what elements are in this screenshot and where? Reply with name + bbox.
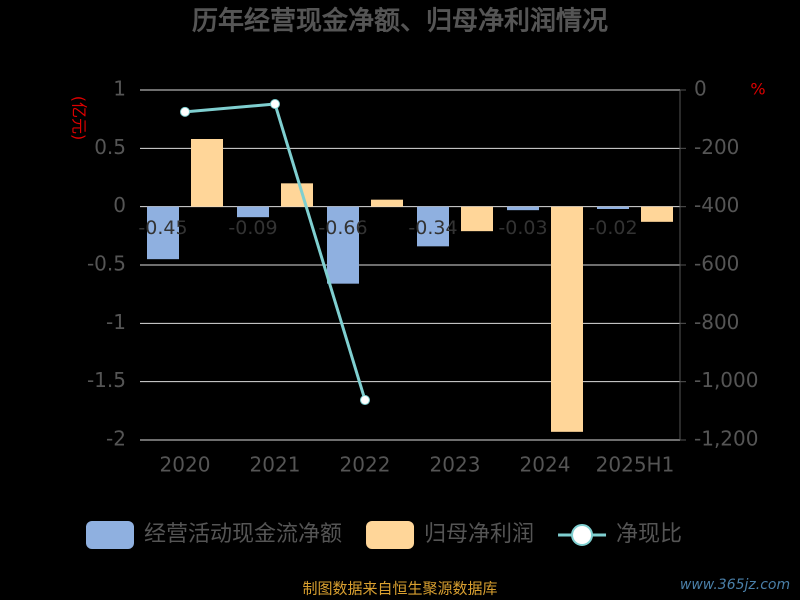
bar [597,206,629,209]
y2-tick-label: 0 [694,77,707,101]
bar [461,206,493,232]
y2-tick-label: -1,200 [694,427,758,451]
y-tick-label: 0 [113,193,126,217]
y2-tick-label: -600 [694,252,739,276]
data-label: -0.02 [588,217,637,239]
y2-axis-label: % [750,80,765,99]
y2-tick-label: -400 [694,193,739,217]
legend-swatch [86,521,134,549]
data-label: -0.66 [318,217,367,239]
bar [237,206,269,218]
bar [507,206,539,211]
bar [147,206,179,260]
y-tick-label: -1 [106,310,126,334]
chart-title: 历年经营现金净额、归母净利润情况 [192,6,608,37]
y-tick-label: -2 [106,427,126,451]
y-tick-label: -0.5 [87,252,126,276]
legend-label: 归母净利润 [424,522,534,547]
x-tick-label: 2022 [340,453,391,477]
legend-swatch [571,524,594,546]
legend-label: 净现比 [616,522,682,547]
line-point [360,395,370,406]
line-point [270,99,280,109]
data-label: -0.45 [138,217,187,239]
bar [551,206,583,432]
y2-tick-label: -200 [694,135,739,159]
y-tick-label: 0.5 [94,135,126,159]
bar [371,199,403,207]
legend-swatch [366,521,415,549]
data-label: -0.03 [498,217,547,239]
x-tick-label: 2025H1 [596,453,675,477]
x-tick-label: 2023 [430,453,481,477]
data-label: -0.34 [408,217,457,239]
line-point [180,106,190,117]
data-label: -0.09 [228,217,277,239]
x-tick-label: 2024 [520,453,571,477]
bar [641,206,673,222]
y-tick-label: 1 [113,77,126,101]
y2-tick-label: -1,000 [694,368,758,392]
bar [327,206,359,284]
bar [281,183,313,207]
y2-tick-label: -800 [694,310,739,334]
bar [191,139,223,207]
y-axis-label: (亿元) [70,96,89,141]
footer: 制图数据来自恒生聚源数据库 [302,580,497,598]
y-tick-label: -1.5 [87,368,126,392]
watermark: www.365jz.com [680,577,790,593]
legend-label: 经营活动现金流净额 [144,522,342,547]
x-tick-label: 2020 [160,453,211,477]
x-tick-label: 2021 [250,453,301,477]
bar [417,206,449,247]
